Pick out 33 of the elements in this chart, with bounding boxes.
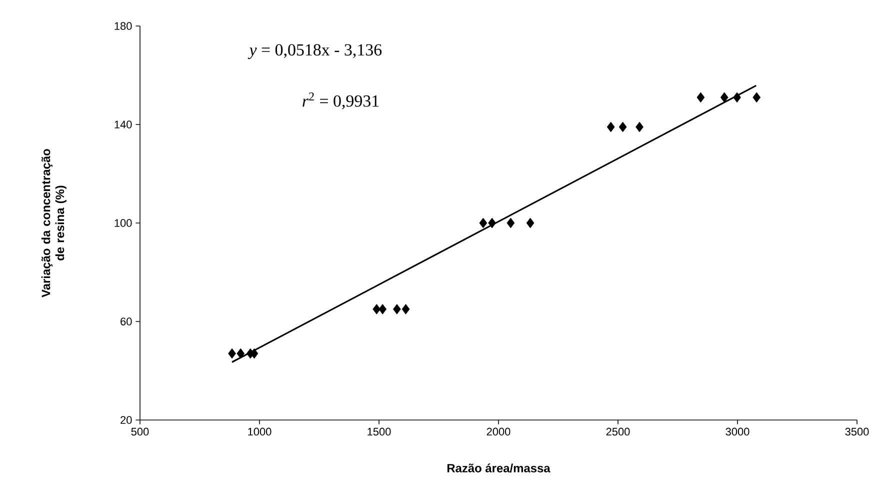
point <box>228 348 236 359</box>
x-tick-label: 1500 <box>368 428 391 436</box>
y-tick-label: 60 <box>120 318 132 326</box>
x-tick-label: 2000 <box>486 428 510 436</box>
y-tick-label: 180 <box>114 22 132 30</box>
point <box>606 122 615 132</box>
y-tick-label: 140 <box>114 120 132 128</box>
x-tick-label: 1000 <box>248 428 272 436</box>
point <box>696 92 705 103</box>
y-tick-label: 100 <box>114 219 132 227</box>
point <box>618 122 627 132</box>
point <box>378 304 387 314</box>
point <box>506 218 515 228</box>
x-tick-label: 3500 <box>845 428 869 436</box>
point <box>488 218 496 228</box>
x-tick-label: 3000 <box>726 428 750 436</box>
point <box>372 304 381 314</box>
point <box>402 304 410 314</box>
annotation: r$^{2}$ = 0,9931 <box>302 92 379 110</box>
point <box>236 348 245 359</box>
x-axis-title: Razão área/massa <box>447 464 550 473</box>
x-tick-label: 500 <box>131 428 149 436</box>
x-tick-label: 2500 <box>606 428 630 436</box>
point <box>392 304 401 314</box>
y-tick-label: 20 <box>120 416 132 424</box>
point <box>733 92 741 103</box>
point <box>720 92 728 103</box>
point <box>479 218 488 228</box>
point <box>526 218 534 228</box>
point <box>636 122 644 132</box>
point <box>752 92 761 103</box>
annotation: y = 0,0518x - 3,136 <box>248 44 382 60</box>
y-axis-title: Variação da concentração de resina (%) <box>41 149 67 298</box>
